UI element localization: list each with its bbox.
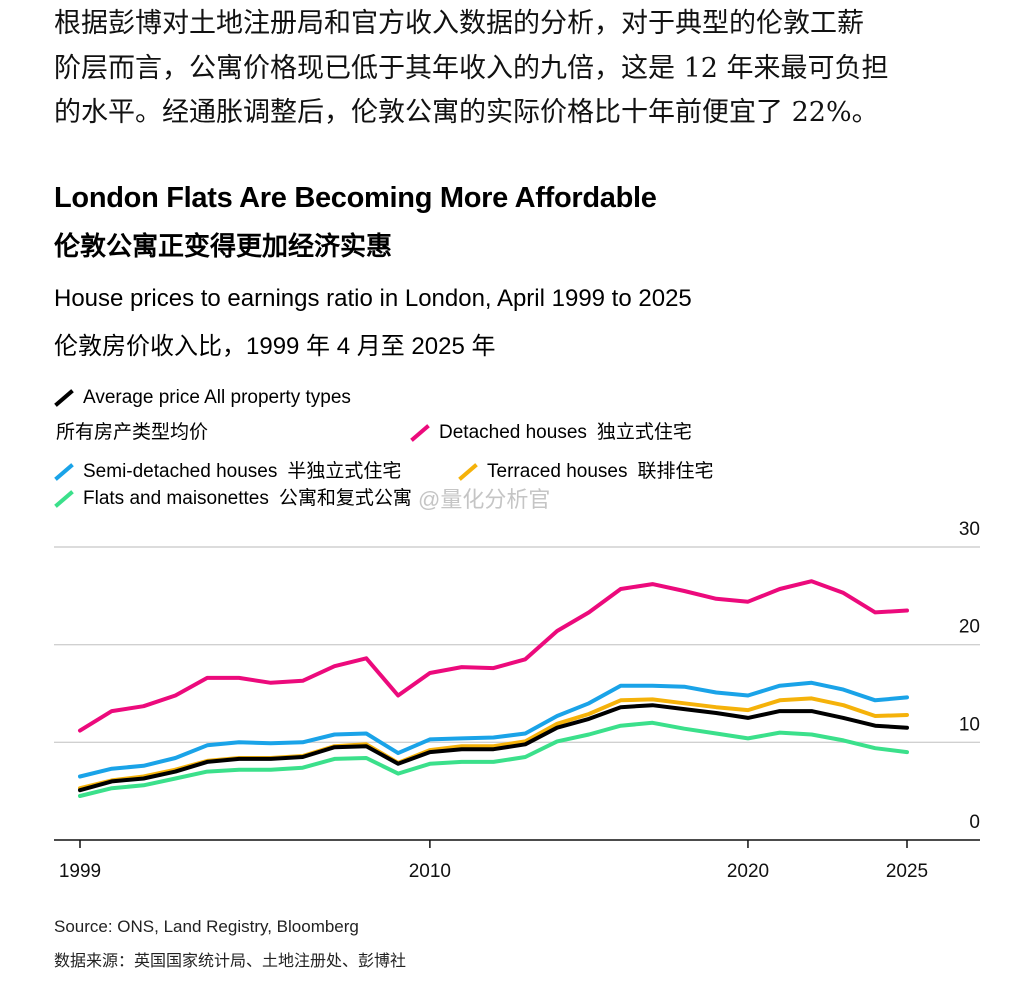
- series-line-semi-detached-houses: [78, 680, 909, 779]
- intro-paragraph: 根据彭博对土地注册局和官方收入数据的分析，对于典型的伦敦工薪 阶层而言，公寓价格…: [54, 2, 984, 136]
- y-tick-label: 0: [969, 812, 980, 833]
- legend-swatch-detached: [410, 424, 430, 442]
- legend-label-terraced: Terraced houses: [487, 461, 628, 482]
- y-tick-label: 30: [959, 519, 980, 540]
- x-tick-label: 2020: [727, 861, 769, 882]
- legend-label-average-cn: 所有房产类型均价: [56, 422, 209, 443]
- intro-line: 阶层而言，公寓价格现已低于其年收入的九倍，这是 12 年来最可负担: [54, 52, 889, 84]
- x-tick-label: 1999: [59, 861, 101, 882]
- legend-item-terraced: Terraced houses 联排住宅: [458, 460, 713, 484]
- source-note: Source: ONS, Land Registry, Bloomberg: [54, 917, 359, 936]
- legend-label-terraced-cn: 联排住宅: [637, 461, 714, 482]
- x-tick-label: 2010: [409, 861, 451, 882]
- intro-line: 的水平。经通胀调整后，伦敦公寓的实际价格比十年前便宜了 22%。: [54, 97, 879, 128]
- x-tick-label: 2025: [886, 861, 928, 882]
- legend-swatch-semi: [54, 463, 74, 481]
- series-line-average-price-all-property-types: [78, 703, 909, 793]
- y-tick-label: 10: [959, 714, 980, 735]
- series-line-flats-and-maisonettes: [78, 720, 909, 798]
- chart-subtitle-cn: 伦敦房价收入比，1999 年 4 月至 2025 年: [54, 333, 496, 360]
- legend-item-semi: Semi-detached houses 半独立式住宅: [54, 460, 401, 484]
- legend-item-detached: Detached houses 独立式住宅: [410, 421, 692, 445]
- watermark: @量化分析官: [418, 487, 551, 512]
- legend-label-average: Average price All property types: [83, 387, 351, 408]
- intro-line: 根据彭博对土地注册局和官方收入数据的分析，对于典型的伦敦工薪: [54, 8, 864, 39]
- source-note-cn: 数据来源：英国国家统计局、土地注册处、彭博社: [54, 953, 407, 970]
- legend-label-detached-cn: 独立式住宅: [596, 422, 692, 443]
- legend-label-flats-cn: 公寓和复式公寓: [278, 488, 412, 509]
- chart-title: London Flats Are Becoming More Affordabl…: [54, 182, 657, 214]
- legend-label-semi-cn: 半独立式住宅: [287, 461, 402, 482]
- series-line-detached-houses: [78, 579, 909, 733]
- chart-title-cn: 伦敦公寓正变得更加经济实惠: [54, 231, 393, 261]
- legend-swatch-average: [54, 389, 74, 407]
- legend-label-detached: Detached houses: [439, 422, 587, 443]
- legend-swatch-terraced: [458, 463, 478, 481]
- y-tick-label: 20: [959, 617, 980, 638]
- legend-swatch-flats: [54, 490, 74, 508]
- legend-item-average: Average price All property types: [54, 386, 351, 410]
- legend-item-flats: Flats and maisonettes 公寓和复式公寓: [54, 487, 412, 511]
- chart-subtitle: House prices to earnings ratio in London…: [54, 285, 692, 312]
- legend-label-flats: Flats and maisonettes: [83, 488, 269, 509]
- legend-label-semi: Semi-detached houses: [83, 461, 278, 482]
